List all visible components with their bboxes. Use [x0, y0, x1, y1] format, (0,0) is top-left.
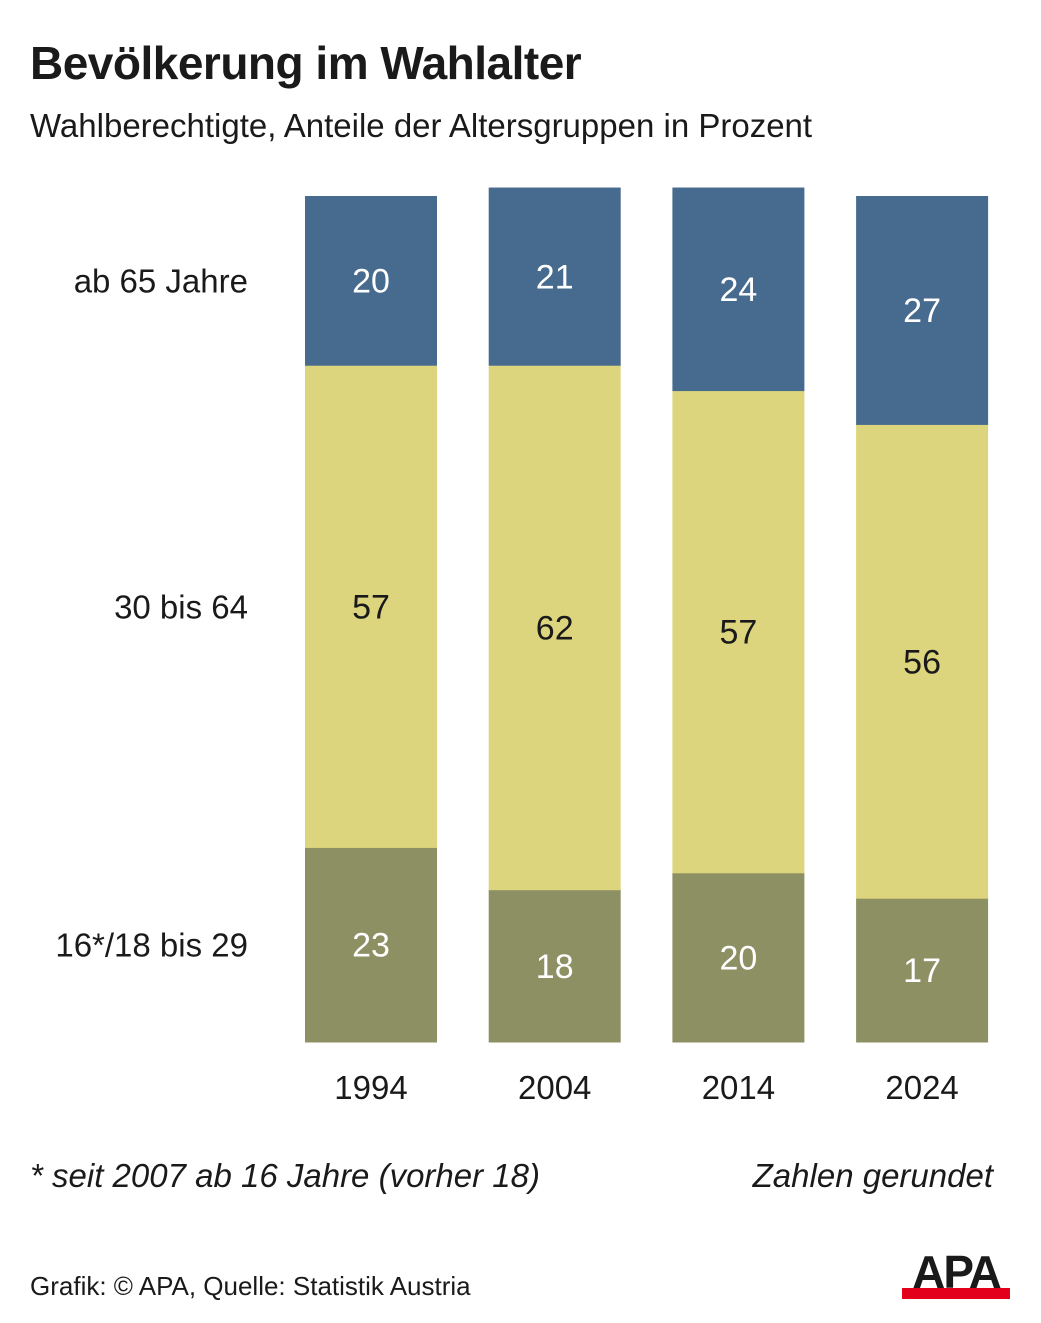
chart-subtitle: Wahlberechtigte, Anteile der Altersgrupp… — [30, 107, 813, 144]
data-label: 20 — [719, 939, 757, 977]
x-tick-label: 2024 — [885, 1069, 958, 1106]
data-label: 57 — [719, 614, 757, 652]
row-label: 16*/18 bis 29 — [55, 927, 248, 964]
apa-logo: APA — [902, 1252, 1010, 1299]
x-tick-labels: 1994 2004 2014 2024 — [334, 1069, 959, 1106]
row-label: ab 65 Jahre — [74, 263, 248, 300]
data-label: 20 — [352, 263, 390, 301]
bar-segment-2024-30-bis-64 — [856, 424, 989, 899]
bar-segment-1994-ab-65-jahre — [305, 196, 437, 366]
chart-title: Bevölkerung im Wahlalter — [30, 37, 582, 89]
data-label: 56 — [903, 643, 941, 681]
data-label: 27 — [903, 292, 941, 330]
data-label: 21 — [536, 258, 574, 296]
bars-group: 23 57 20 18 62 21 20 57 24 17 56 27 — [305, 187, 989, 1043]
bar-segment-2004-30-bis-64 — [488, 365, 621, 891]
x-tick-label: 1994 — [334, 1069, 407, 1106]
bar-segment-2024-16-18-bis-29 — [856, 898, 989, 1043]
bar-segment-2024-ab-65-jahre — [856, 196, 989, 425]
bar-segment-2014-30-bis-64 — [672, 390, 805, 874]
data-label: 24 — [719, 271, 757, 309]
bar-segment-1994-30-bis-64 — [305, 365, 437, 848]
data-label: 17 — [903, 952, 941, 990]
stacked-bar-chart: 23 57 20 18 62 21 20 57 24 17 56 27 16*/18 bis 29 30… — [55, 187, 989, 1106]
bar-segment-1994-16-18-bis-29 — [305, 847, 437, 1043]
data-label: 23 — [352, 927, 390, 965]
row-label: 30 bis 64 — [114, 588, 248, 625]
apa-logo-bar — [902, 1288, 1010, 1299]
data-label: 18 — [536, 948, 574, 986]
bar-segment-2004-16-18-bis-29 — [488, 889, 621, 1043]
bar-segment-2004-ab-65-jahre — [488, 187, 621, 366]
source-credit: Grafik: © APA, Quelle: Statistik Austria — [30, 1271, 471, 1301]
bar-segment-2014-16-18-bis-29 — [672, 872, 805, 1043]
bar-segment-2014-ab-65-jahre — [672, 187, 805, 392]
x-tick-label: 2014 — [702, 1069, 775, 1106]
row-labels-group: 16*/18 bis 29 30 bis 64 ab 65 Jahre — [55, 263, 248, 964]
data-label: 62 — [536, 609, 574, 647]
x-tick-label: 2004 — [518, 1069, 591, 1106]
data-label: 57 — [352, 588, 390, 626]
footnote: * seit 2007 ab 16 Jahre (vorher 18) — [30, 1157, 540, 1194]
rounding-note: Zahlen gerundet — [752, 1157, 993, 1194]
